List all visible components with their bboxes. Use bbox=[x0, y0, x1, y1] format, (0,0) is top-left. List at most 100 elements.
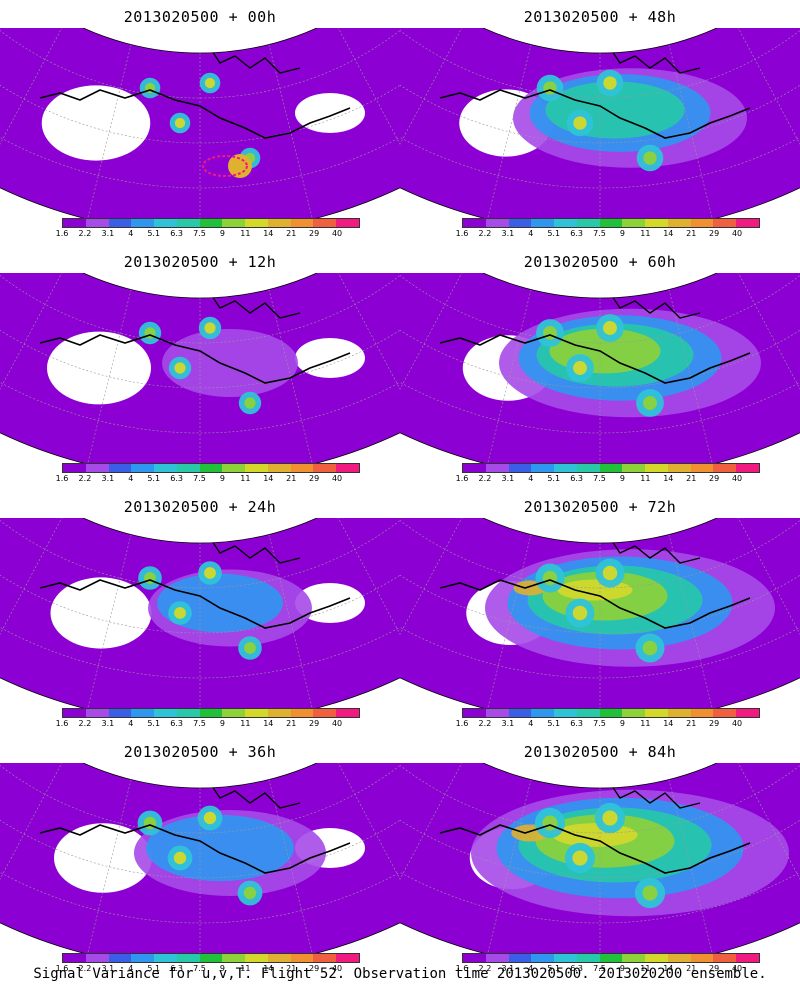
colorbar-label: 14 bbox=[663, 474, 674, 483]
no-data-region bbox=[47, 331, 151, 405]
colorbar-swatch bbox=[554, 464, 577, 472]
colorbar-swatch bbox=[667, 709, 691, 717]
variance-map bbox=[400, 28, 800, 218]
colorbar-label: 9 bbox=[619, 964, 625, 973]
colorbar-swatch bbox=[108, 464, 132, 472]
colorbar-swatch bbox=[463, 709, 486, 717]
colorbar-swatches bbox=[462, 953, 760, 963]
colorbar-label: 3.1 bbox=[101, 964, 115, 973]
colorbar-label: 2.2 bbox=[478, 474, 492, 483]
colorbar-swatch bbox=[245, 709, 268, 717]
variance-map bbox=[400, 763, 800, 953]
colorbar-swatch bbox=[222, 464, 246, 472]
colorbar-label: 21 bbox=[686, 474, 697, 483]
figure-caption: Signal Variance for u,v,T. Flight 52. Ob… bbox=[33, 966, 767, 982]
colorbar-label: 1.6 bbox=[55, 229, 69, 238]
colorbar-swatch bbox=[713, 219, 737, 227]
colorbar-label: 11 bbox=[640, 229, 651, 238]
colorbar-label: 2.2 bbox=[78, 964, 92, 973]
colorbar-label: 3.1 bbox=[101, 229, 115, 238]
colorbar-swatch bbox=[222, 219, 246, 227]
colorbar-label: 6.3 bbox=[170, 474, 183, 483]
colorbar-label: 7.5 bbox=[193, 719, 206, 728]
colorbar-swatch bbox=[531, 219, 555, 227]
colorbar-swatch bbox=[313, 464, 337, 472]
colorbar-swatch bbox=[108, 709, 132, 717]
colorbar-label: 6.3 bbox=[570, 964, 583, 973]
panel-title: 2013020500 + 12h bbox=[123, 253, 277, 271]
variance-map bbox=[0, 28, 400, 218]
colorbar-label: 3.1 bbox=[501, 719, 515, 728]
panel-title: 2013020500 + 48h bbox=[523, 8, 677, 26]
colorbar-label: 9 bbox=[619, 229, 625, 238]
colorbar-label: 29 bbox=[709, 229, 720, 238]
colorbar: 1.6 2.2 3.1 4 5.1 6.3 7.5 9 11 14 21 29 40 bbox=[56, 218, 360, 242]
colorbar-label: 29 bbox=[309, 719, 320, 728]
colorbar-label: 7.5 bbox=[593, 719, 606, 728]
colorbar-swatch bbox=[176, 219, 200, 227]
colorbar-swatch bbox=[667, 219, 691, 227]
colorbar-label: 29 bbox=[709, 964, 720, 973]
panel-title: 2013020500 + 00h bbox=[123, 8, 277, 26]
colorbar-swatch bbox=[199, 954, 223, 962]
colorbar-label: 14 bbox=[663, 719, 674, 728]
colorbar-label: 21 bbox=[286, 964, 297, 973]
colorbar-label: 29 bbox=[709, 474, 720, 483]
colorbar-swatch bbox=[290, 464, 314, 472]
colorbar-label: 40 bbox=[731, 229, 743, 238]
colorbar-swatch bbox=[736, 954, 759, 962]
colorbar-swatch bbox=[508, 464, 532, 472]
colorbar-swatch bbox=[108, 954, 132, 962]
colorbar-label: 7.5 bbox=[593, 474, 606, 483]
colorbar-label: 11 bbox=[240, 964, 251, 973]
colorbar-swatches bbox=[462, 218, 760, 228]
colorbar-label: 7.5 bbox=[193, 964, 206, 973]
colorbar-swatch bbox=[690, 464, 714, 472]
colorbar-label: 2.2 bbox=[478, 719, 492, 728]
colorbar-swatch bbox=[622, 954, 646, 962]
colorbar-swatch bbox=[645, 464, 668, 472]
colorbar-swatches bbox=[62, 708, 360, 718]
colorbar-swatch bbox=[222, 709, 246, 717]
colorbar-label: 5.1 bbox=[547, 719, 561, 728]
colorbar-swatch bbox=[199, 709, 223, 717]
colorbar-label: 9 bbox=[219, 964, 225, 973]
colorbar-swatch bbox=[336, 709, 359, 717]
colorbar-label: 3.1 bbox=[501, 229, 515, 238]
colorbar-swatch bbox=[176, 954, 200, 962]
panel-title: 2013020500 + 72h bbox=[523, 498, 677, 516]
panel-title: 2013020500 + 24h bbox=[123, 498, 277, 516]
colorbar-swatch bbox=[485, 464, 509, 472]
colorbar-swatch bbox=[599, 464, 623, 472]
colorbar-label: 6.3 bbox=[170, 229, 183, 238]
colorbar-swatch bbox=[645, 219, 668, 227]
no-data-region bbox=[50, 577, 152, 649]
colorbar-swatch bbox=[154, 709, 177, 717]
colorbar: 1.6 2.2 3.1 4 5.1 6.3 7.5 9 11 14 21 29 40 bbox=[56, 463, 360, 487]
colorbar-label: 4 bbox=[128, 964, 134, 973]
colorbar-swatch bbox=[508, 709, 532, 717]
colorbar-swatch bbox=[531, 954, 555, 962]
colorbar-label: 7.5 bbox=[193, 229, 206, 238]
colorbar-label: 5.1 bbox=[547, 964, 561, 973]
colorbar-swatches bbox=[62, 953, 360, 963]
forecast-panel: 2013020500 + 72h 1.6 2.2 3.1 4 5.1 6.3 7.5 9 11 14… bbox=[400, 490, 800, 735]
colorbar-swatches bbox=[62, 218, 360, 228]
colorbar-label: 4 bbox=[128, 229, 134, 238]
colorbar-swatch bbox=[131, 219, 155, 227]
colorbar-swatch bbox=[622, 219, 646, 227]
colorbar-label: 6.3 bbox=[570, 474, 583, 483]
colorbar-label: 2.2 bbox=[78, 229, 92, 238]
forecast-panel: 2013020500 + 60h 1.6 2.2 3.1 4 5.1 6.3 7.5 9 11 14… bbox=[400, 245, 800, 490]
colorbar-swatch bbox=[63, 464, 86, 472]
colorbar-swatch bbox=[63, 954, 86, 962]
colorbar-swatch bbox=[736, 219, 759, 227]
colorbar-label: 29 bbox=[709, 719, 720, 728]
colorbar-swatch bbox=[131, 464, 155, 472]
forecast-panel: 2013020500 + 12h 1.6 2.2 3.1 4 5.1 6.3 7.5 9 11 14… bbox=[0, 245, 400, 490]
colorbar-swatch bbox=[131, 709, 155, 717]
colorbar-swatch bbox=[713, 954, 737, 962]
colorbar-label: 5.1 bbox=[147, 474, 161, 483]
colorbar-swatch bbox=[508, 954, 532, 962]
colorbar-label: 1.6 bbox=[55, 474, 69, 483]
